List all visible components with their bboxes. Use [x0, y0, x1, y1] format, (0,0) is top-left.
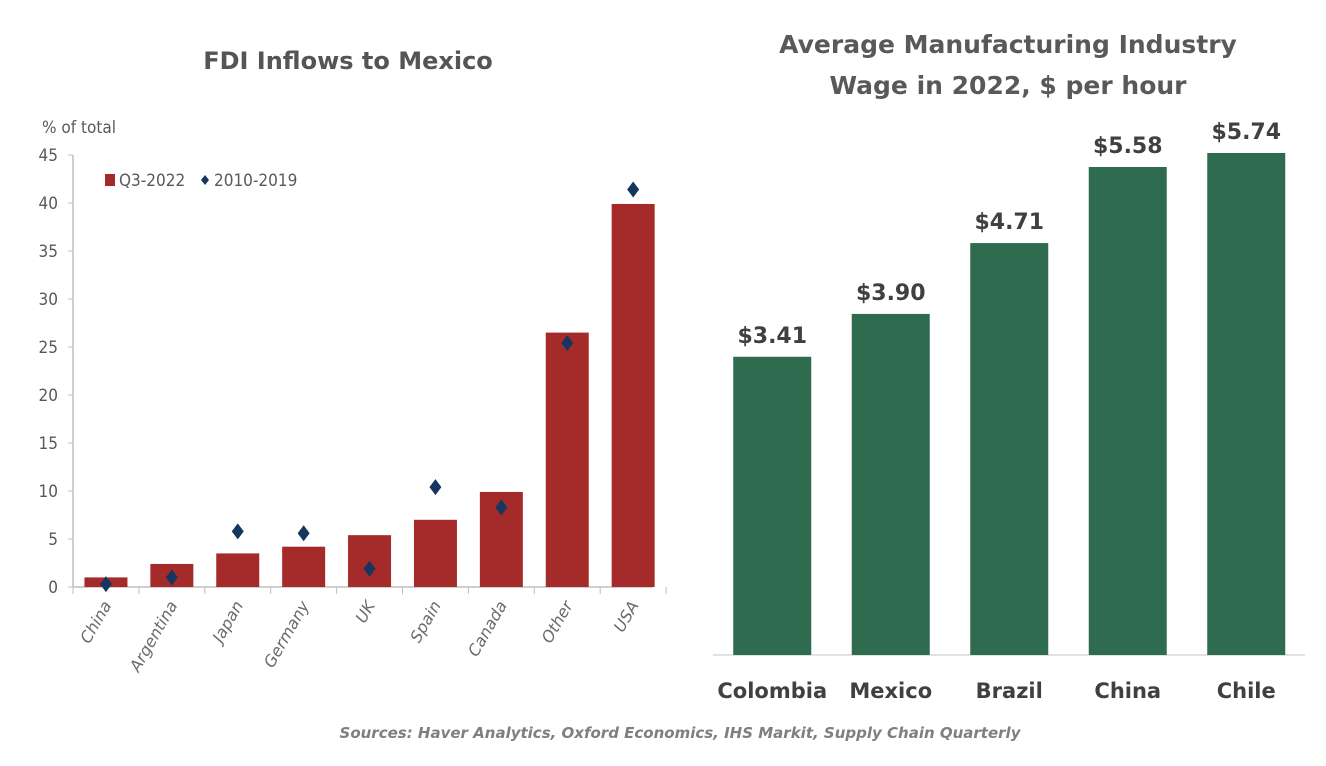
wage-chart-title-line2: Wage in 2022, $ per hour: [829, 71, 1187, 100]
data-label: $3.41: [737, 324, 807, 349]
diamond-spain: [429, 479, 442, 496]
data-label: $5.58: [1093, 134, 1163, 159]
bar-japan: [216, 553, 260, 587]
y-tick-label: 40: [39, 194, 58, 214]
fdi-chart-title: FDI Inflows to Mexico: [203, 47, 493, 75]
x-tick-label: China: [76, 598, 115, 647]
y-tick-label: 20: [39, 386, 58, 406]
data-label: $5.74: [1211, 120, 1281, 145]
legend: Q3-2022 2010-2019: [105, 171, 297, 191]
x-tick-label: UK: [351, 596, 379, 626]
x-tick-label: Japan: [207, 598, 247, 649]
x-tick-label: Colombia: [717, 679, 827, 703]
bar-chile: [1207, 153, 1286, 655]
wage-chart: Average Manufacturing Industry Wage in 2…: [713, 30, 1305, 703]
legend-swatch-q3-2022: [105, 174, 115, 186]
y-tick-label: 5: [48, 530, 58, 550]
data-label: $4.71: [974, 210, 1044, 235]
y-tick-label: 25: [39, 338, 58, 358]
x-tick-label: Argentina: [125, 598, 181, 676]
y-tick-label: 45: [39, 146, 58, 166]
x-tick-label: Canada: [464, 598, 511, 660]
bar-china: [1088, 166, 1167, 655]
bar-brazil: [970, 243, 1049, 655]
legend-label-2010-2019: 2010-2019: [214, 171, 297, 191]
bar-colombia: [733, 356, 812, 655]
diamond-argentina: [165, 569, 178, 586]
bar-other: [545, 332, 589, 587]
x-tick-label: Germany: [260, 597, 314, 671]
fdi-chart: FDI Inflows to Mexico % of total 0 5 10 15 2…: [39, 47, 667, 676]
diamond-japan: [231, 523, 244, 540]
x-tick-label: Brazil: [976, 679, 1043, 703]
x-tick-label: Chile: [1217, 679, 1276, 703]
source-note: Sources: Haver Analytics, Oxford Economi…: [340, 724, 1022, 742]
legend-diamond-icon: [201, 175, 209, 185]
diamond-germany: [297, 525, 310, 542]
diamond-other: [561, 335, 574, 352]
wage-chart-title-line1: Average Manufacturing Industry: [779, 30, 1237, 59]
x-tick-label: USA: [610, 598, 643, 636]
y-tick-label: 10: [39, 482, 58, 502]
x-tick-label: China: [1094, 679, 1161, 703]
diamond-china: [99, 576, 112, 593]
y-tick-label: 30: [39, 290, 58, 310]
legend-label-q3-2022: Q3-2022: [119, 171, 185, 191]
y-axis-label: % of total: [42, 118, 116, 138]
bar-germany: [282, 546, 326, 587]
bar-usa: [611, 203, 655, 587]
bar-spain: [413, 519, 457, 587]
y-tick-label: 15: [39, 434, 58, 454]
bar-mexico: [851, 313, 930, 655]
x-tick-label: Other: [538, 596, 578, 646]
x-tick-label: Spain: [406, 598, 445, 646]
x-tick-label: Mexico: [849, 679, 932, 703]
diamond-usa: [627, 181, 640, 198]
y-tick-label: 35: [39, 242, 58, 262]
data-label: $3.90: [856, 281, 926, 306]
diamond-canada: [495, 499, 508, 516]
diamond-uk: [363, 560, 376, 577]
y-tick-label: 0: [48, 578, 58, 598]
